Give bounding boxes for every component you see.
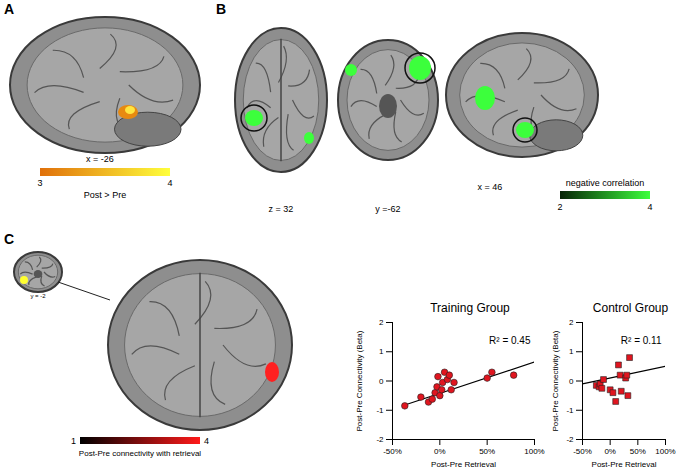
svg-text:0: 0 — [379, 377, 384, 386]
svg-text:-1: -1 — [566, 406, 574, 415]
svg-text:4: 4 — [204, 436, 209, 446]
svg-text:-50%: -50% — [573, 447, 592, 456]
svg-text:z = 32: z = 32 — [269, 204, 294, 214]
svg-text:B: B — [216, 1, 226, 17]
svg-text:-1: -1 — [376, 406, 384, 415]
svg-text:A: A — [4, 1, 14, 17]
svg-text:y =-62: y =-62 — [375, 204, 400, 214]
svg-text:1: 1 — [71, 436, 76, 446]
svg-text:3: 3 — [37, 178, 42, 188]
svg-text:x = 46: x = 46 — [478, 182, 503, 192]
html-text:Control Group: Control Group — [592, 301, 669, 315]
html-text:Training Group: Training Group — [430, 301, 510, 315]
svg-text:4: 4 — [167, 178, 172, 188]
svg-text:100%: 100% — [655, 447, 675, 456]
svg-text:1: 1 — [379, 347, 384, 356]
svg-text:Post > Pre: Post > Pre — [84, 190, 126, 200]
svg-text:-50%: -50% — [383, 447, 402, 456]
svg-text:50%: 50% — [479, 447, 495, 456]
svg-text:R² = 0.45: R² = 0.45 — [489, 335, 531, 346]
svg-text:y = -2: y = -2 — [30, 293, 46, 299]
svg-text:2: 2 — [557, 202, 562, 212]
svg-text:x = -26: x = -26 — [86, 154, 114, 164]
svg-text:0: 0 — [569, 377, 574, 386]
svg-text:negative correlation: negative correlation — [566, 178, 645, 188]
svg-text:Post-Pre connectivity with ret: Post-Pre connectivity with retrieval — [79, 449, 201, 458]
svg-text:Post-Pre Retrieval: Post-Pre Retrieval — [431, 460, 496, 469]
svg-text:2: 2 — [569, 318, 574, 327]
svg-text:0%: 0% — [434, 447, 446, 456]
svg-text:Post-Pre Connectivity (Beta): Post-Pre Connectivity (Beta) — [355, 330, 364, 431]
svg-text:4: 4 — [647, 202, 652, 212]
svg-text:2: 2 — [379, 318, 384, 327]
svg-text:Post-Pre Connectivity (Beta): Post-Pre Connectivity (Beta) — [551, 330, 560, 431]
svg-text:C: C — [4, 231, 14, 247]
svg-text:0%: 0% — [604, 447, 616, 456]
svg-text:Post-Pre Retrieval: Post-Pre Retrieval — [592, 460, 657, 469]
svg-text:R² = 0.11: R² = 0.11 — [621, 335, 662, 346]
svg-text:-2: -2 — [566, 435, 574, 444]
svg-text:100%: 100% — [524, 447, 544, 456]
svg-text:50%: 50% — [630, 447, 646, 456]
svg-text:-2: -2 — [376, 435, 384, 444]
svg-text:1: 1 — [569, 347, 574, 356]
